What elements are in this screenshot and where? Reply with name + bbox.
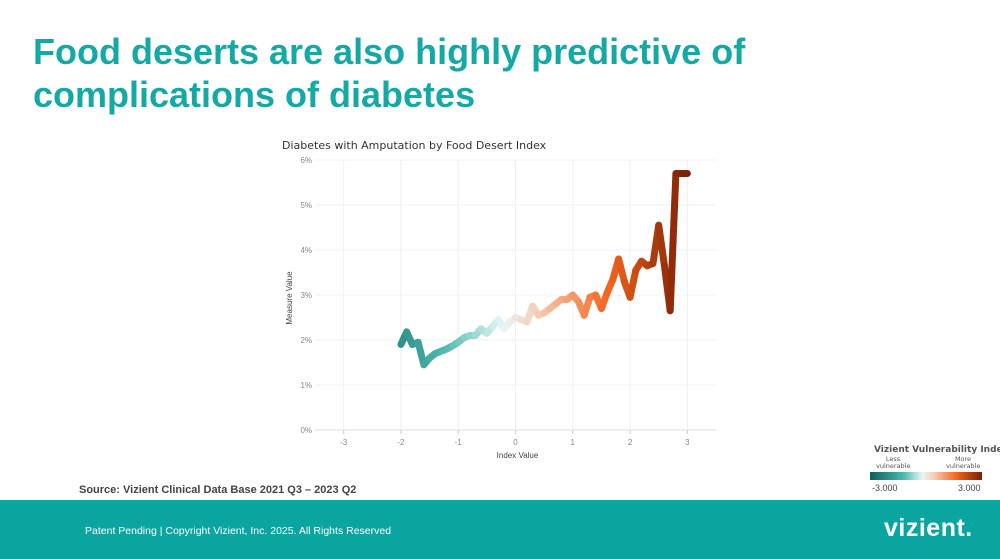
y-tick-label: 3% (300, 291, 312, 300)
color-legend: Vizient Vulnerability Index Less vulnera… (868, 445, 1000, 495)
source-note: Source: Vizient Clinical Data Base 2021 … (79, 484, 357, 496)
legend-low-label: Less vulnerable (876, 455, 911, 470)
y-tick-label: 2% (300, 336, 312, 345)
y-tick-label: 6% (300, 156, 312, 165)
y-tick-label: 5% (300, 201, 312, 210)
copyright-text: Patent Pending | Copyright Vizient, Inc.… (85, 525, 392, 537)
legend-min-value: -3.000 (872, 483, 898, 493)
series-line-segment (615, 255, 628, 285)
x-axis-label: Index Value (497, 451, 539, 460)
slide-title: Food deserts are also highly predictive … (33, 31, 746, 115)
x-tick-label: -3 (340, 438, 348, 447)
legend-max-value: 3.000 (958, 483, 981, 493)
y-tick-label: 1% (300, 381, 312, 390)
y-tick-label: 0% (300, 426, 312, 435)
legend-high-label: More vulnerable (946, 455, 981, 470)
series-line-segment (626, 266, 640, 301)
x-tick-label: -1 (455, 438, 463, 447)
y-tick-label: 4% (300, 246, 312, 255)
line-chart: 0% 1% 2% 3% 4% 5% 6% -3 -2 -1 0 1 2 3 Index Value Measu… (285, 156, 716, 460)
x-tick-label: -2 (397, 438, 405, 447)
x-tick-label: 0 (513, 438, 518, 447)
y-axis-label: Measure Value (285, 271, 294, 325)
series-line-segment (655, 221, 668, 270)
x-tick-label: 2 (628, 438, 633, 447)
footer-bar: Patent Pending | Copyright Vizient, Inc.… (0, 500, 1000, 559)
x-tick-label: 1 (571, 438, 576, 447)
vizient-logo: vizient. (884, 514, 973, 542)
legend-gradient-bar (870, 472, 982, 480)
x-tick-label: 3 (685, 438, 690, 447)
legend-title: Vizient Vulnerability Index (874, 445, 1000, 455)
chart-title: Diabetes with Amputation by Food Desert … (282, 139, 547, 152)
series-line-segment (666, 170, 680, 315)
